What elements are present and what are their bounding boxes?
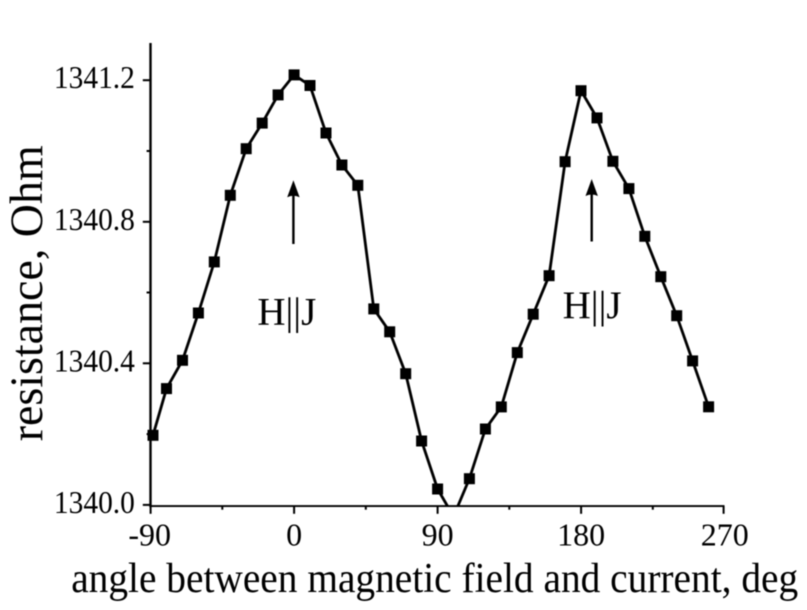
svg-text:1340.8: 1340.8: [54, 201, 135, 237]
svg-text:H||J: H||J: [563, 284, 622, 327]
svg-text:90: 90: [422, 516, 454, 552]
svg-text:1340.4: 1340.4: [54, 342, 135, 378]
svg-text:-90: -90: [128, 516, 171, 552]
svg-text:H||J: H||J: [257, 291, 316, 334]
svg-text:180: 180: [557, 516, 605, 552]
svg-text:resistance, Ohm: resistance, Ohm: [1, 145, 53, 441]
svg-text:1341.2: 1341.2: [54, 59, 135, 95]
svg-text:angle between magnetic field a: angle between magnetic field and current…: [71, 555, 798, 602]
svg-text:0: 0: [286, 516, 302, 552]
svg-text:1340.0: 1340.0: [54, 484, 135, 520]
svg-text:270: 270: [701, 516, 749, 552]
